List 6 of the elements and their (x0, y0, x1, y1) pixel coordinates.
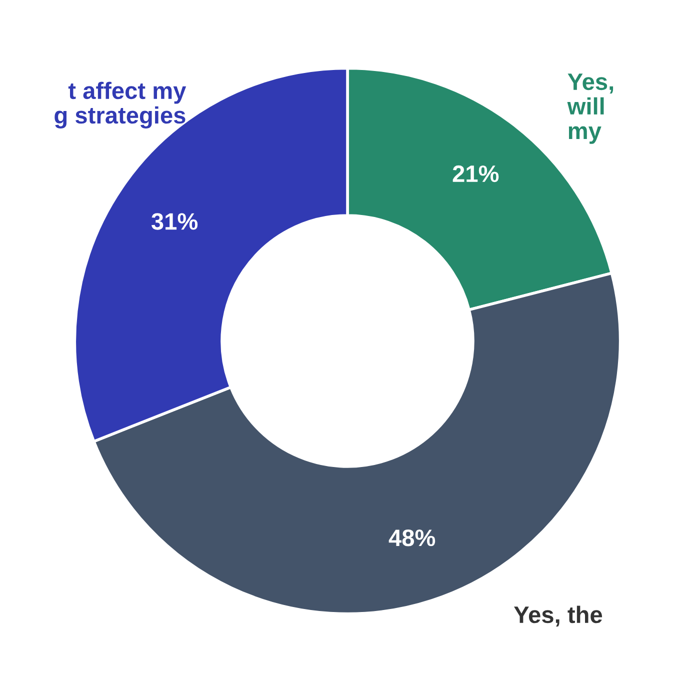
slice-label: Yes, the (514, 606, 602, 627)
slice-label: Yes, will my (567, 74, 614, 144)
data-label: 31% (151, 213, 198, 230)
slice-label: t affect my g strategies (54, 82, 186, 128)
data-label: 21% (452, 165, 499, 182)
data-label: 48% (388, 529, 436, 546)
